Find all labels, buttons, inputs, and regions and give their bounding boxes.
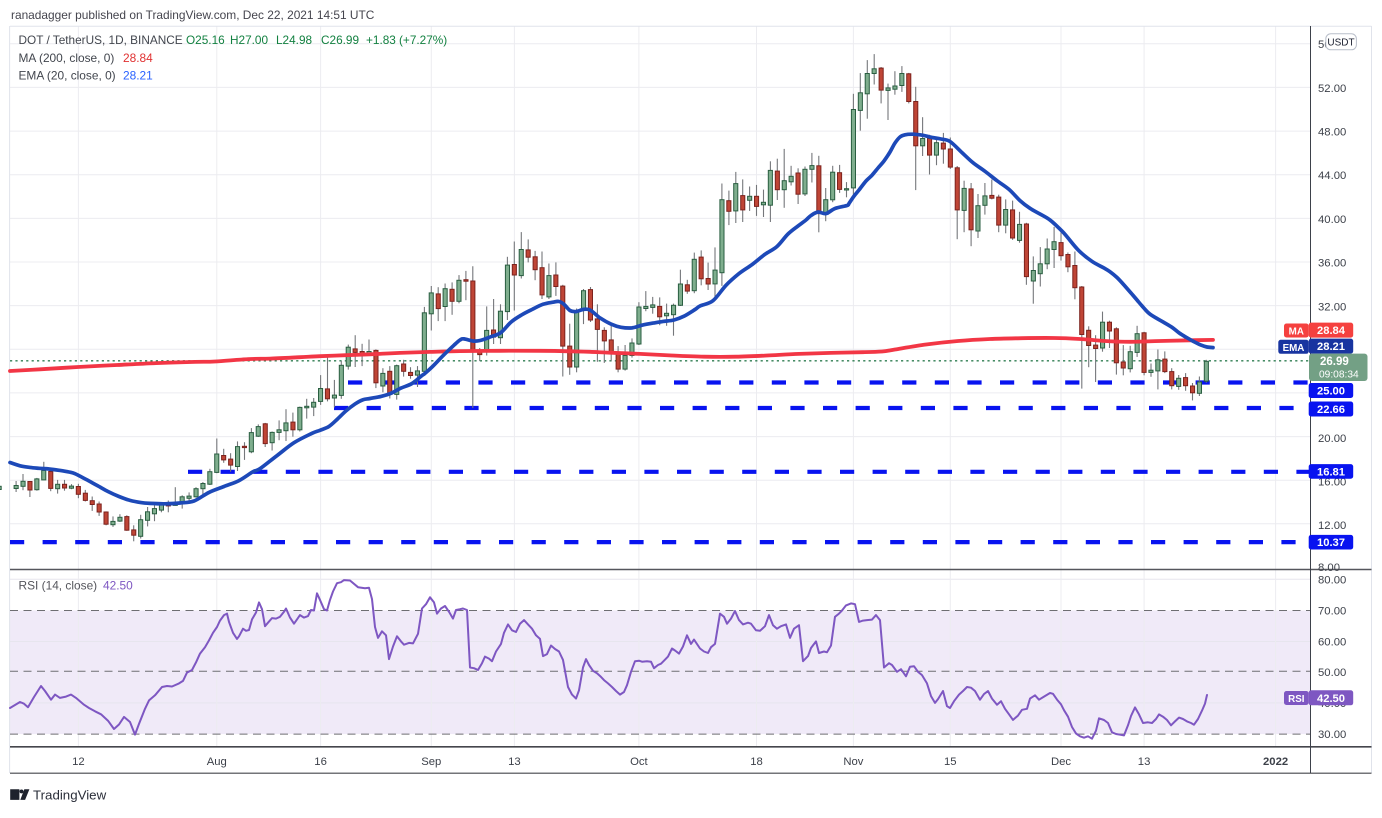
svg-text:EMA: EMA xyxy=(1283,343,1305,354)
svg-text:32.00: 32.00 xyxy=(1318,301,1346,313)
svg-text:L24.98: L24.98 xyxy=(276,33,313,47)
svg-text:30.00: 30.00 xyxy=(1318,729,1346,741)
svg-text:48.00: 48.00 xyxy=(1318,127,1346,139)
svg-text:Aug: Aug xyxy=(207,756,227,768)
svg-text:O25.16: O25.16 xyxy=(186,33,225,47)
svg-text:70.00: 70.00 xyxy=(1318,606,1346,618)
svg-text:RSI: RSI xyxy=(1288,694,1305,705)
svg-text:52.00: 52.00 xyxy=(1318,83,1346,95)
svg-text:USDT: USDT xyxy=(1327,38,1354,49)
svg-text:10.37: 10.37 xyxy=(1317,537,1345,549)
svg-text:TradingView: TradingView xyxy=(33,788,107,803)
svg-text:28.21: 28.21 xyxy=(1317,341,1345,353)
svg-text:MA (200, close, 0): MA (200, close, 0) xyxy=(19,51,115,65)
svg-text:C26.99: C26.99 xyxy=(321,33,359,47)
svg-text:+1.83: +1.83 xyxy=(366,33,396,47)
svg-text:25.00: 25.00 xyxy=(1317,386,1345,398)
svg-text:EMA (20, close, 0): EMA (20, close, 0) xyxy=(19,69,116,83)
svg-text:DOT / TetherUS, 1D, BINANCE: DOT / TetherUS, 1D, BINANCE xyxy=(19,33,183,47)
svg-text:16: 16 xyxy=(314,756,327,768)
svg-text:2022: 2022 xyxy=(1263,756,1288,768)
svg-text:8.00: 8.00 xyxy=(1318,562,1340,574)
svg-text:28.21: 28.21 xyxy=(123,69,153,83)
svg-text:50.00: 50.00 xyxy=(1318,667,1346,679)
svg-text:MA: MA xyxy=(1289,327,1304,338)
svg-text:28.84: 28.84 xyxy=(1317,325,1346,337)
svg-text:ranadagger published on Tradin: ranadagger published on TradingView.com,… xyxy=(11,8,375,22)
svg-text:80.00: 80.00 xyxy=(1318,574,1346,586)
svg-text:26.99: 26.99 xyxy=(1320,356,1349,368)
svg-text:22.66: 22.66 xyxy=(1317,404,1345,416)
svg-text:Oct: Oct xyxy=(630,756,648,768)
svg-text:Dec: Dec xyxy=(1051,756,1071,768)
svg-text:RSI (14, close): RSI (14, close) xyxy=(19,579,98,593)
svg-text:42.50: 42.50 xyxy=(103,579,133,593)
svg-text:13: 13 xyxy=(508,756,521,768)
svg-text:20.00: 20.00 xyxy=(1318,433,1346,445)
svg-text:15: 15 xyxy=(944,756,957,768)
svg-text:28.84: 28.84 xyxy=(123,51,153,65)
svg-text:44.00: 44.00 xyxy=(1318,170,1346,182)
svg-text:Sep: Sep xyxy=(421,756,441,768)
svg-text:16.81: 16.81 xyxy=(1317,466,1345,478)
svg-text:42.50: 42.50 xyxy=(1317,693,1345,705)
svg-text:12: 12 xyxy=(72,756,85,768)
svg-text:60.00: 60.00 xyxy=(1318,637,1346,649)
svg-text:13: 13 xyxy=(1138,756,1151,768)
svg-text:18: 18 xyxy=(750,756,763,768)
svg-text:H27.00: H27.00 xyxy=(230,33,268,47)
svg-text:36.00: 36.00 xyxy=(1318,258,1346,270)
svg-text:12.00: 12.00 xyxy=(1318,520,1346,532)
svg-text:16.00: 16.00 xyxy=(1318,476,1346,488)
svg-text:Nov: Nov xyxy=(843,756,863,768)
svg-text:40.00: 40.00 xyxy=(1318,214,1346,226)
svg-text:09:08:34: 09:08:34 xyxy=(1319,369,1359,380)
svg-text:(+7.27%): (+7.27%) xyxy=(399,33,447,47)
